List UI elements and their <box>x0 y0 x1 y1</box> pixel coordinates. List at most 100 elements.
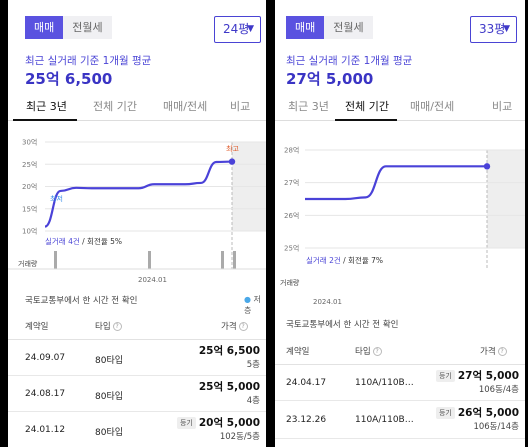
date-label: 2024.01 <box>138 276 167 284</box>
y-tick-label: 25억 <box>284 245 299 253</box>
y-tick-label: 15억 <box>22 205 37 213</box>
turnover-rate: / 회전율 5% <box>79 237 123 246</box>
tab-all-period[interactable]: 전체 기간 <box>93 100 137 113</box>
y-tick-label: 28억 <box>284 147 299 155</box>
right-panel: 매매 전월세 33평 ▼ 최근 실거래 기준 1개월 평균 27억 5,000 … <box>275 0 525 447</box>
trade-type-toggle: 매매 전월세 <box>25 16 112 39</box>
info-icon[interactable]: ? <box>238 322 248 331</box>
row-price: 등기 26억 5,000 <box>435 405 519 420</box>
table-row[interactable]: 24.08.17 80타입 25억 5,000 4층 <box>8 376 266 412</box>
trade-count: 실거래 2건 <box>306 256 341 265</box>
tab-recent-3y[interactable]: 최근 3년 <box>288 100 329 113</box>
registered-badge: 등기 <box>435 407 455 419</box>
dot-icon: ● <box>244 295 251 304</box>
size-select-value: 24평 <box>223 22 250 36</box>
y-tick-label: 10억 <box>22 228 37 236</box>
y-tick-label: 26억 <box>284 212 299 220</box>
trade-type-toggle: 매매 전월세 <box>286 16 373 39</box>
row-price: 25억 6,500 <box>198 345 260 357</box>
row-date: 24.04.17 <box>286 378 327 388</box>
info-icon[interactable]: ? <box>112 322 122 331</box>
row-floor: 106동/4층 <box>478 385 519 395</box>
row-type: 110A/110B… <box>355 415 414 425</box>
date-label: 2024.01 <box>313 298 342 306</box>
trade-count-note: 실거래 4건 / 회전율 5% <box>45 236 122 247</box>
active-tab-indicator <box>13 119 77 121</box>
low-label: 최저 <box>50 194 63 203</box>
turnover-rate: / 회전율 7% <box>340 256 384 265</box>
volume-bar <box>233 251 236 269</box>
price-line <box>305 165 487 201</box>
avg-price: 27억 5,000 <box>286 70 374 88</box>
source-note: 국토교통부에서 한 시간 전 확인 <box>286 320 399 330</box>
trade-count: 실거래 4건 <box>45 237 80 246</box>
avg-caption: 최근 실거래 기준 1개월 평균 <box>286 55 413 67</box>
price-chart: 28억 27억 26억 25억 <box>275 140 525 270</box>
sale-toggle-button[interactable]: 매매 <box>286 16 325 39</box>
size-select[interactable]: 24평 ▼ <box>214 16 261 43</box>
col-price: 가격? <box>221 320 248 332</box>
period-tabs: 최근 3년 전체 기간 매매/전세 비교 <box>275 97 525 121</box>
info-icon[interactable]: ? <box>372 347 382 356</box>
volume-label: 거래량 <box>280 279 300 287</box>
source-note: 국토교통부에서 한 시간 전 확인 <box>25 296 138 306</box>
last-point-marker <box>483 163 491 170</box>
row-type: 80타입 <box>95 428 124 438</box>
chevron-down-icon: ▼ <box>247 24 254 34</box>
lease-toggle-button[interactable]: 전월세 <box>324 16 373 39</box>
row-date: 24.09.07 <box>25 353 66 363</box>
table-header: 계약일 타입? 가격? <box>8 312 266 340</box>
lease-toggle-button[interactable]: 전월세 <box>63 16 112 39</box>
tab-recent-3y[interactable]: 최근 3년 <box>26 100 67 113</box>
registered-badge: 등기 <box>176 417 196 429</box>
col-date: 계약일 <box>286 347 310 357</box>
table-row[interactable]: 24.04.17 110A/110B… 등기 27억 5,000 106동/4층 <box>275 365 525 401</box>
col-price-label: 가격 <box>221 322 237 332</box>
y-tick-label: 25억 <box>22 161 37 169</box>
sale-toggle-button[interactable]: 매매 <box>25 16 64 39</box>
row-type: 110A/110B… <box>355 378 414 388</box>
avg-price: 25억 6,500 <box>25 70 113 88</box>
col-date: 계약일 <box>25 322 49 332</box>
col-type-label: 타입 <box>95 322 111 332</box>
volume-label: 거래량 <box>18 260 38 268</box>
tab-compare[interactable]: 비교 <box>230 100 251 113</box>
row-price-value: 20억 5,000 <box>198 417 260 429</box>
row-price: 등기 27억 5,000 <box>435 368 519 383</box>
table-row[interactable]: 24.01.12 80타입 등기 20억 5,000 102동/5층 <box>8 412 266 447</box>
future-shade <box>487 150 525 248</box>
chevron-down-icon: ▼ <box>503 24 510 34</box>
high-label: 최고 <box>226 144 239 153</box>
price-chart-svg: 28억 27억 26억 25억 <box>284 147 525 270</box>
row-type: 80타입 <box>95 392 124 402</box>
avg-caption: 최근 실거래 기준 1개월 평균 <box>25 55 152 67</box>
row-type: 80타입 <box>95 356 124 366</box>
table-row[interactable]: 24.09.07 80타입 25억 6,500 5층 <box>8 340 266 376</box>
row-date: 23.12.26 <box>286 415 327 425</box>
left-panel: 매매 전월세 24평 ▼ 최근 실거래 기준 1개월 평균 25억 6,500 … <box>8 0 266 447</box>
tab-sale-jeonse[interactable]: 매매/전세 <box>163 100 208 113</box>
volume-bar <box>148 251 151 269</box>
table-row[interactable]: 23.12.26 110A/110B… 등기 26억 5,000 106동/14층 <box>275 401 525 439</box>
info-icon[interactable]: ? <box>497 347 507 356</box>
y-tick-label: 30억 <box>22 139 37 147</box>
tab-sale-jeonse[interactable]: 매매/전세 <box>410 100 455 113</box>
price-chart: 30억 25억 20억 15억 10억 최고 최저 <box>8 132 266 272</box>
col-type: 타입? <box>95 320 122 332</box>
table-header: 계약일 타입? 가격? <box>275 337 525 365</box>
row-floor: 102동/5층 <box>219 432 260 442</box>
y-tick-label: 27억 <box>284 179 299 187</box>
price-line <box>44 160 233 228</box>
tab-all-period[interactable]: 전체 기간 <box>345 100 389 113</box>
registered-badge: 등기 <box>435 370 455 382</box>
col-type: 타입? <box>355 345 382 357</box>
tab-compare[interactable]: 비교 <box>492 100 513 113</box>
size-select-value: 33평 <box>479 22 506 36</box>
active-tab-indicator <box>335 119 397 121</box>
col-price: 가격? <box>480 345 507 357</box>
col-price-label: 가격 <box>480 347 496 357</box>
size-select[interactable]: 33평 ▼ <box>470 16 517 43</box>
period-tabs: 최근 3년 전체 기간 매매/전세 비교 <box>8 97 266 121</box>
floor-filter[interactable]: ● 저층 <box>244 294 266 316</box>
